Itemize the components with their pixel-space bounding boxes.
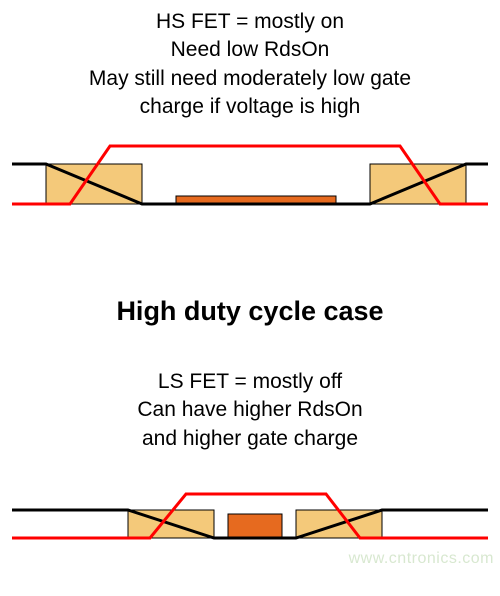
ls-line1: LS FET = mostly off [0,368,500,396]
title-block: High duty cycle case [0,296,500,327]
ls-line3: and higher gate charge [0,425,500,453]
title-text: High duty cycle case [0,296,500,327]
hs-fet-text: HS FET = mostly on Need low RdsOn May st… [0,8,500,121]
hs-line1: HS FET = mostly on [0,8,500,36]
watermark-text: www.cntronics.com [349,550,494,568]
ls-line2: Can have higher RdsOn [0,396,500,424]
hs-line3: May still need moderately low gate [0,65,500,93]
hs-line2: Need low RdsOn [0,36,500,64]
hs-line4: charge if voltage is high [0,93,500,121]
hs-fet-waveform [0,134,500,234]
ls-fet-text: LS FET = mostly off Can have higher RdsO… [0,368,500,453]
hs-fet-diagram [0,134,500,234]
